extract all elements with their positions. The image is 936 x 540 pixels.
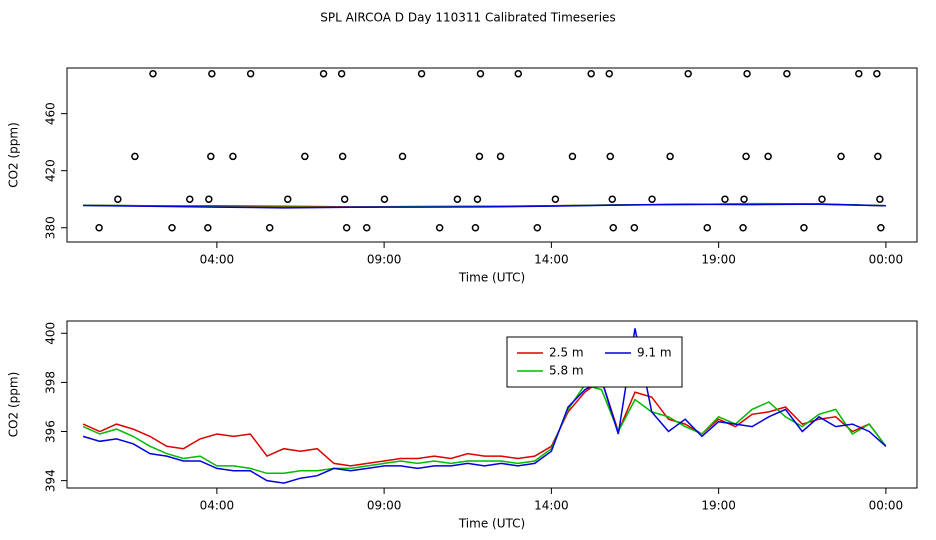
series-line: [83, 203, 886, 209]
y-tick-label: 460: [44, 102, 58, 125]
y-tick-label: 396: [44, 420, 58, 443]
point: [876, 195, 884, 203]
point: [380, 195, 389, 203]
x-tick-label: 09:00: [367, 253, 402, 267]
point: [684, 69, 692, 78]
point: [340, 195, 349, 203]
point: [743, 69, 751, 78]
point: [605, 69, 613, 78]
y-tick-label: 398: [44, 371, 58, 394]
point: [568, 152, 577, 161]
point: [837, 152, 845, 161]
plot-frame: [66, 320, 918, 489]
point: [496, 152, 505, 161]
point: [475, 152, 484, 161]
point: [476, 69, 485, 78]
point: [764, 152, 772, 161]
point: [551, 195, 560, 203]
point: [666, 152, 674, 161]
point: [648, 195, 656, 203]
point: [265, 223, 274, 232]
point: [149, 69, 157, 78]
point: [284, 195, 292, 203]
point: [319, 69, 328, 78]
point: [855, 69, 863, 78]
x-tick-label: 14:00: [534, 499, 569, 513]
series-line: [82, 378, 887, 467]
point: [473, 195, 482, 203]
series-line: [82, 384, 887, 475]
point: [168, 223, 176, 232]
x-tick-label: 00:00: [869, 253, 904, 267]
point: [739, 223, 747, 232]
point: [608, 195, 617, 203]
point: [721, 195, 729, 203]
point: [131, 152, 139, 161]
x-tick-label: 00:00: [869, 499, 904, 513]
y-tick-label: 380: [44, 216, 58, 239]
plot-frame: [66, 67, 918, 243]
point: [229, 152, 237, 161]
point: [818, 195, 826, 203]
point: [587, 69, 595, 78]
point: [800, 223, 808, 232]
point: [204, 223, 212, 232]
legend-label: 9.1 m: [637, 346, 672, 360]
x-tick-label: 14:00: [534, 253, 569, 267]
point: [246, 69, 255, 78]
point: [453, 195, 462, 203]
point: [533, 223, 542, 232]
x-tick-label: 04:00: [200, 253, 235, 267]
point: [205, 195, 213, 203]
point: [514, 69, 523, 78]
point: [208, 69, 216, 78]
point: [609, 223, 618, 232]
legend-label: 2.5 m: [549, 346, 584, 360]
point: [207, 152, 215, 161]
point: [186, 195, 194, 203]
y-tick-label: 394: [44, 469, 58, 492]
point: [874, 152, 882, 161]
point: [471, 223, 480, 232]
point: [783, 69, 791, 78]
point: [95, 223, 103, 232]
point: [114, 195, 122, 203]
point: [398, 152, 407, 161]
point: [630, 223, 639, 232]
y-tick-label: 400: [44, 322, 58, 345]
point: [435, 223, 444, 232]
point: [877, 223, 885, 232]
x-axis-label: Time (UTC): [458, 517, 525, 531]
point: [337, 69, 346, 78]
y-axis-label: CO2 (ppm): [7, 372, 21, 438]
point: [742, 152, 750, 161]
y-tick-label: 420: [44, 159, 58, 182]
x-tick-label: 19:00: [701, 499, 736, 513]
point: [740, 195, 748, 203]
x-tick-label: 19:00: [701, 253, 736, 267]
chart-title: SPL AIRCOA D Day 110311 Calibrated Times…: [320, 11, 615, 25]
point: [873, 69, 881, 78]
x-tick-label: 09:00: [367, 499, 402, 513]
point: [606, 152, 615, 161]
x-axis-label: Time (UTC): [458, 271, 525, 285]
point: [362, 223, 371, 232]
point: [417, 69, 426, 78]
legend-label: 5.8 m: [549, 364, 584, 378]
legend-box: [506, 336, 683, 388]
x-tick-label: 04:00: [200, 499, 235, 513]
point: [703, 223, 712, 232]
y-axis-label: CO2 (ppm): [7, 122, 21, 188]
point: [338, 152, 347, 161]
point: [301, 152, 309, 161]
series-line: [82, 328, 887, 484]
point: [342, 223, 351, 232]
